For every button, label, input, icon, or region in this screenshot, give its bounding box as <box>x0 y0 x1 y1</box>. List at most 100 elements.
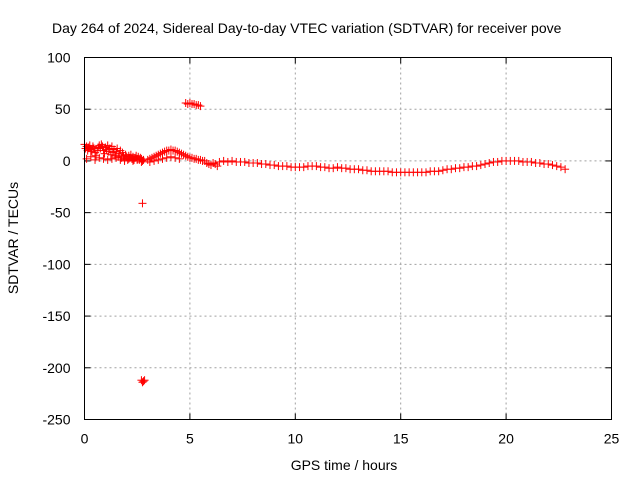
chart-title: Day 264 of 2024, Sidereal Day-to-day VTE… <box>52 20 562 36</box>
data-point-marker <box>158 154 167 163</box>
data-point-marker <box>133 155 142 164</box>
data-point-marker <box>196 102 205 111</box>
x-tick-label: 10 <box>288 431 304 447</box>
y-tick-label: -50 <box>50 205 70 221</box>
data-point-marker <box>179 150 188 159</box>
y-tick-label: 50 <box>55 101 71 117</box>
data-point-marker <box>162 153 171 162</box>
data-point-marker <box>299 163 308 172</box>
y-tick-label: -100 <box>42 256 70 272</box>
data-point-marker <box>128 156 137 165</box>
data-point-marker <box>514 156 523 165</box>
data-point-marker <box>544 160 553 169</box>
data-point-marker <box>116 146 125 155</box>
data-point-marker <box>188 153 197 162</box>
grid-lines <box>84 57 612 420</box>
data-point-marker <box>181 151 190 160</box>
x-tick-label: 25 <box>604 431 620 447</box>
x-axis-label: GPS time / hours <box>291 457 398 473</box>
data-point-marker <box>253 158 262 167</box>
data-point-marker <box>240 157 249 166</box>
data-point-marker <box>213 162 222 171</box>
data-point-marker <box>384 167 393 176</box>
data-point-marker <box>312 162 321 171</box>
data-point-marker <box>86 152 95 161</box>
data-point-marker <box>527 157 536 166</box>
data-point-marker <box>100 149 109 158</box>
data-point-marker <box>95 153 104 162</box>
data-point-marker <box>138 199 147 208</box>
data-point-marker <box>97 140 106 149</box>
axis-ticks <box>84 57 612 420</box>
data-point-marker <box>215 157 224 166</box>
data-point-marker <box>362 166 371 175</box>
data-point-marker <box>535 158 544 167</box>
data-point-marker <box>99 154 108 163</box>
data-point-marker <box>261 160 270 169</box>
data-point-marker <box>282 162 291 171</box>
data-point-marker <box>152 151 161 160</box>
data-point-marker <box>270 161 279 170</box>
data-point-marker <box>493 157 502 166</box>
data-point-marker <box>464 163 473 172</box>
data-point-marker <box>160 147 169 156</box>
data-point-marker <box>206 161 215 170</box>
data-point-marker <box>173 147 182 156</box>
data-point-marker <box>211 160 220 169</box>
data-point-marker <box>447 165 456 174</box>
data-point-marker <box>209 158 218 167</box>
data-point-marker <box>138 156 147 165</box>
data-point-marker <box>320 163 329 172</box>
data-point-marker <box>552 162 561 171</box>
data-point-marker <box>185 99 194 108</box>
data-point-marker <box>341 164 350 173</box>
plot-frame <box>84 57 612 420</box>
data-point-marker <box>88 142 97 151</box>
data-point-marker <box>137 157 146 166</box>
data-point-marker <box>103 155 112 164</box>
y-tick-label: -150 <box>42 308 70 324</box>
data-point-marker <box>548 161 557 170</box>
data-point-marker <box>194 101 203 110</box>
data-point-marker <box>329 164 338 173</box>
x-tick-label: 15 <box>393 431 409 447</box>
data-point-marker <box>101 143 110 152</box>
data-points <box>80 99 570 387</box>
data-point-marker <box>138 378 147 387</box>
data-point-marker <box>82 154 91 163</box>
data-point-marker <box>200 156 209 165</box>
data-point-marker <box>156 149 165 158</box>
data-point-marker <box>91 155 100 164</box>
data-point-marker <box>120 156 129 165</box>
data-point-marker <box>112 153 121 162</box>
x-tick-label: 5 <box>186 431 194 447</box>
data-point-marker <box>143 155 152 164</box>
x-tick-label: 0 <box>81 431 89 447</box>
data-point-marker <box>124 154 133 163</box>
data-point-marker <box>171 146 180 155</box>
data-point-marker <box>455 164 464 173</box>
data-point-marker <box>84 143 93 152</box>
data-point-marker <box>219 156 228 165</box>
data-point-marker <box>196 155 205 164</box>
data-point-marker <box>126 150 135 159</box>
data-point-marker <box>333 163 342 172</box>
data-point-marker <box>481 160 490 169</box>
data-point-marker <box>116 155 125 164</box>
data-point-marker <box>438 166 447 175</box>
data-point-marker <box>354 165 363 174</box>
data-point-marker <box>476 161 485 170</box>
data-point-marker <box>166 152 175 161</box>
data-point-marker <box>561 165 570 174</box>
data-point-marker <box>183 152 192 161</box>
data-point-marker <box>171 153 180 162</box>
y-tick-label: -200 <box>42 360 70 376</box>
data-point-marker <box>434 167 443 176</box>
data-point-marker <box>228 156 237 165</box>
data-point-marker <box>106 150 115 159</box>
y-tick-label: 100 <box>47 50 71 66</box>
y-axis-label: SDTVAR / TECUs <box>5 182 21 294</box>
data-point-marker <box>192 154 201 163</box>
y-tick-label: -250 <box>42 412 70 428</box>
